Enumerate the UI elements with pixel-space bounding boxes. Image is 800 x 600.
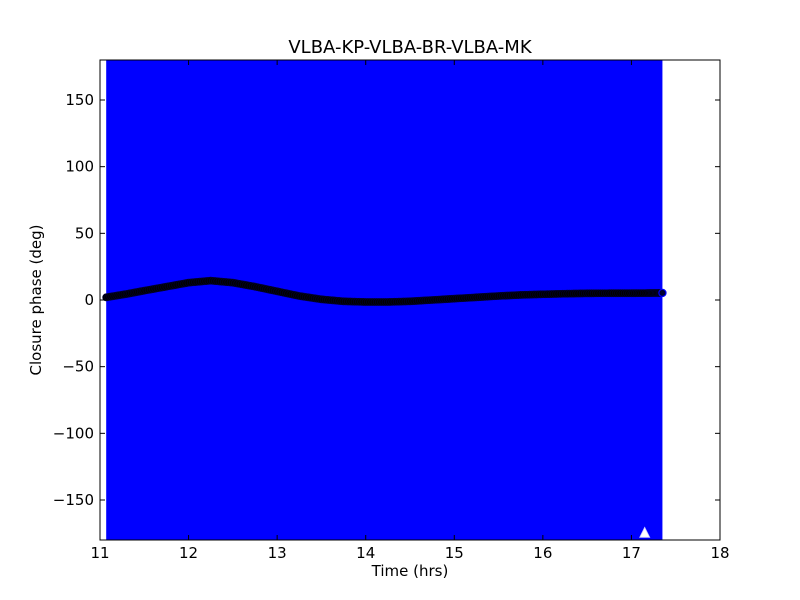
plot-area: 11 12 13 14 15 16 17 18 −150 −100 −50 0 50 100 150 xyxy=(53,59,730,562)
x-tick-label: 14 xyxy=(356,544,375,562)
x-tick-label: 15 xyxy=(445,544,464,562)
data-point xyxy=(658,288,667,298)
x-tick-label: 18 xyxy=(710,544,729,562)
x-axis-label: Time (hrs) xyxy=(371,562,449,580)
y-tick-label: −50 xyxy=(62,358,94,376)
flagged-triangle-marker xyxy=(639,526,651,538)
x-tick-label: 12 xyxy=(179,544,198,562)
y-tick-label: 0 xyxy=(84,291,94,309)
x-tick-label: 17 xyxy=(622,544,641,562)
y-axis-label: Closure phase (deg) xyxy=(27,225,45,376)
y-tick-label: 150 xyxy=(65,91,94,109)
x-tick-label: 16 xyxy=(533,544,552,562)
y-tick-label: −100 xyxy=(53,424,94,442)
chart-title: VLBA-KP-VLBA-BR-VLBA-MK xyxy=(288,37,532,58)
y-tick-label: −150 xyxy=(53,491,94,509)
x-tick-label: 13 xyxy=(268,544,287,562)
y-tick-label: 50 xyxy=(75,224,94,242)
x-tick-label: 11 xyxy=(90,544,109,562)
y-tick-label: 100 xyxy=(65,158,94,176)
